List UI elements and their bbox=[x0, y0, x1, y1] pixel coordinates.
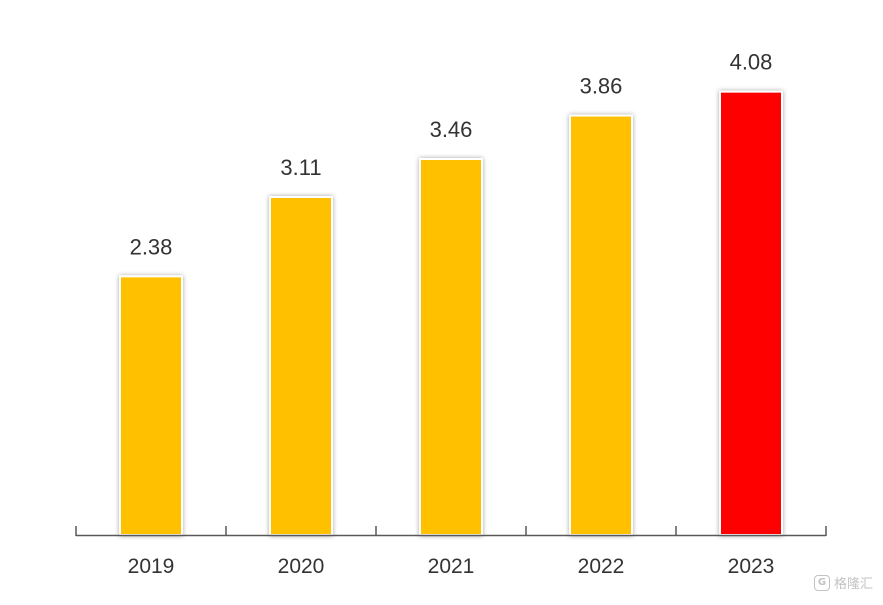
data-labels-layer: 2.38 3.11 3.46 3.86 4.08 bbox=[130, 50, 773, 260]
watermark: G 格隆汇 bbox=[813, 573, 873, 592]
data-label-2020: 3.11 bbox=[280, 155, 321, 180]
tick-label-2022: 2022 bbox=[578, 555, 625, 578]
g-logo-icon: G bbox=[813, 574, 830, 591]
bars-layer bbox=[119, 90, 783, 537]
data-label-2019: 2.38 bbox=[130, 234, 173, 259]
tick-label-2019: 2019 bbox=[128, 555, 175, 578]
bar-2021 bbox=[419, 158, 483, 536]
tick-label-2023: 2023 bbox=[728, 555, 775, 578]
watermark-text: 格隆汇 bbox=[833, 577, 873, 592]
data-label-2022: 3.86 bbox=[580, 74, 623, 99]
tick-label-2021: 2021 bbox=[428, 555, 475, 578]
bar-2022 bbox=[569, 114, 633, 537]
x-axis: 2019 2020 2021 2022 2023 bbox=[75, 526, 827, 578]
data-label-2023: 4.08 bbox=[730, 50, 773, 75]
data-label-2021: 3.46 bbox=[430, 117, 473, 142]
tick-label-2020: 2020 bbox=[278, 555, 325, 578]
bar-2023 bbox=[719, 90, 783, 536]
bar-2019 bbox=[119, 275, 183, 536]
bar-2020 bbox=[269, 196, 333, 536]
